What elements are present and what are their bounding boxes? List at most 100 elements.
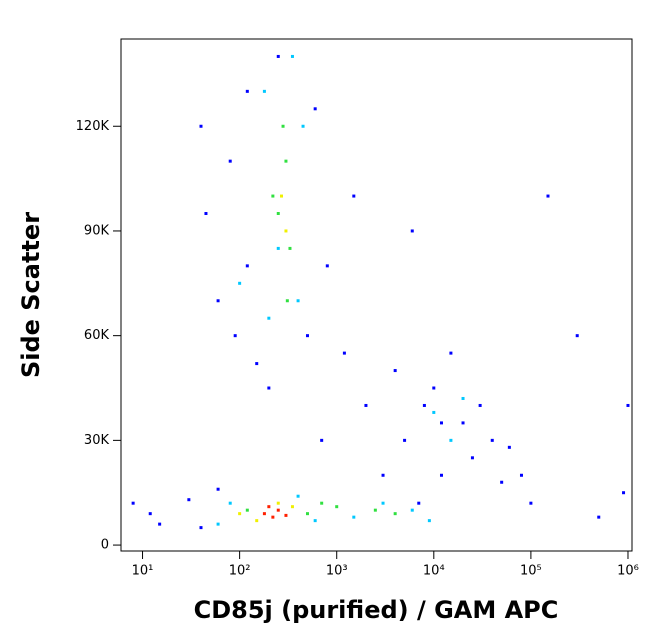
point (267, 505, 271, 509)
x-tick-label: 10² (229, 564, 251, 579)
point (352, 194, 356, 198)
point (393, 369, 397, 373)
plot-frame (120, 38, 633, 552)
point (199, 124, 203, 128)
point (519, 473, 523, 477)
point (267, 316, 271, 320)
point (449, 351, 453, 355)
point (199, 526, 203, 530)
y-tick-label: 30K (84, 433, 110, 448)
point (313, 519, 317, 523)
point (284, 513, 288, 517)
point (238, 512, 242, 516)
point (410, 229, 414, 233)
point (296, 299, 300, 303)
point (626, 403, 630, 407)
point (403, 438, 407, 442)
point (276, 246, 280, 250)
point (439, 473, 443, 477)
point (381, 473, 385, 477)
point (432, 410, 436, 414)
point (276, 508, 280, 512)
point (288, 246, 292, 250)
point (158, 522, 162, 526)
point (381, 501, 385, 505)
point (284, 159, 288, 163)
point (432, 386, 436, 390)
point (393, 512, 397, 516)
x-tick-label: 10³ (326, 564, 348, 579)
x-tick-label: 10¹ (132, 564, 154, 579)
point (529, 501, 533, 505)
point (262, 89, 266, 93)
point (507, 445, 511, 449)
point (296, 494, 300, 498)
point (364, 403, 368, 407)
x-tick-label: 10⁶ (617, 564, 639, 579)
point (313, 107, 317, 111)
point (342, 351, 346, 355)
point (373, 508, 377, 512)
point (262, 512, 266, 516)
point (233, 334, 237, 338)
y-tick-label: 90K (84, 223, 110, 238)
point (470, 456, 474, 460)
point (478, 403, 482, 407)
point (622, 491, 626, 495)
point (276, 54, 280, 58)
y-tick-label: 0 (101, 538, 109, 553)
point (204, 212, 208, 216)
point (335, 505, 339, 509)
point (500, 480, 504, 484)
point (245, 264, 249, 268)
point (461, 396, 465, 400)
point (449, 438, 453, 442)
point (325, 264, 329, 268)
point (439, 421, 443, 425)
point (245, 89, 249, 93)
x-axis-label: CD85j (purified) / GAM APC (194, 596, 559, 624)
point (276, 501, 280, 505)
point (352, 515, 356, 519)
point (148, 512, 152, 516)
point (290, 505, 294, 509)
point (301, 124, 305, 128)
point (271, 515, 275, 519)
point (187, 498, 191, 502)
point (276, 212, 280, 216)
point (271, 194, 275, 198)
point (290, 54, 294, 58)
point (305, 334, 309, 338)
point (422, 403, 426, 407)
point (285, 299, 289, 303)
point (410, 508, 414, 512)
point (597, 515, 601, 519)
point (216, 299, 220, 303)
y-axis-label: Side Scatter (17, 212, 45, 378)
point (320, 501, 324, 505)
point (245, 508, 249, 512)
point (255, 519, 259, 523)
point (267, 386, 271, 390)
x-tick-label: 10⁴ (423, 564, 445, 579)
point (305, 512, 309, 516)
point (228, 159, 232, 163)
point (255, 362, 259, 366)
point (575, 334, 579, 338)
point (238, 281, 242, 285)
x-tick-label: 10⁵ (520, 564, 542, 579)
point (280, 194, 284, 198)
y-tick-label: 60K (84, 328, 110, 343)
point (216, 487, 220, 491)
point (228, 501, 232, 505)
point (490, 438, 494, 442)
point (461, 421, 465, 425)
point (320, 438, 324, 442)
point (417, 501, 421, 505)
point (131, 501, 135, 505)
point (216, 522, 220, 526)
point (284, 229, 288, 233)
point (546, 194, 550, 198)
point (281, 124, 285, 128)
